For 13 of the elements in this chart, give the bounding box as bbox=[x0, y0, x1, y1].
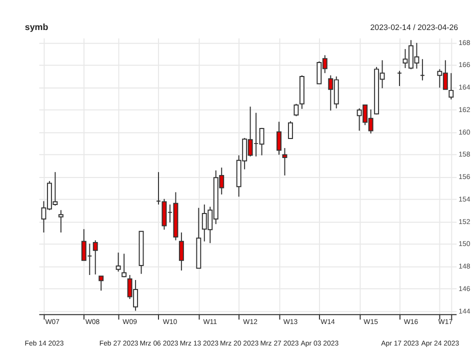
candlestick bbox=[116, 252, 121, 272]
candlestick bbox=[92, 240, 98, 275]
candlestick bbox=[58, 210, 64, 233]
candlestick bbox=[178, 232, 184, 272]
candlestick bbox=[448, 72, 454, 100]
candlestick bbox=[288, 120, 293, 140]
candlestick bbox=[122, 253, 127, 278]
chart-title: symb bbox=[24, 22, 49, 32]
candlestick bbox=[282, 148, 288, 176]
candlestick bbox=[276, 121, 282, 156]
candlestick bbox=[294, 103, 299, 117]
chart-subtitle: 2023-02-14 / 2023-04-26 bbox=[370, 22, 459, 32]
candlestick bbox=[98, 276, 104, 292]
